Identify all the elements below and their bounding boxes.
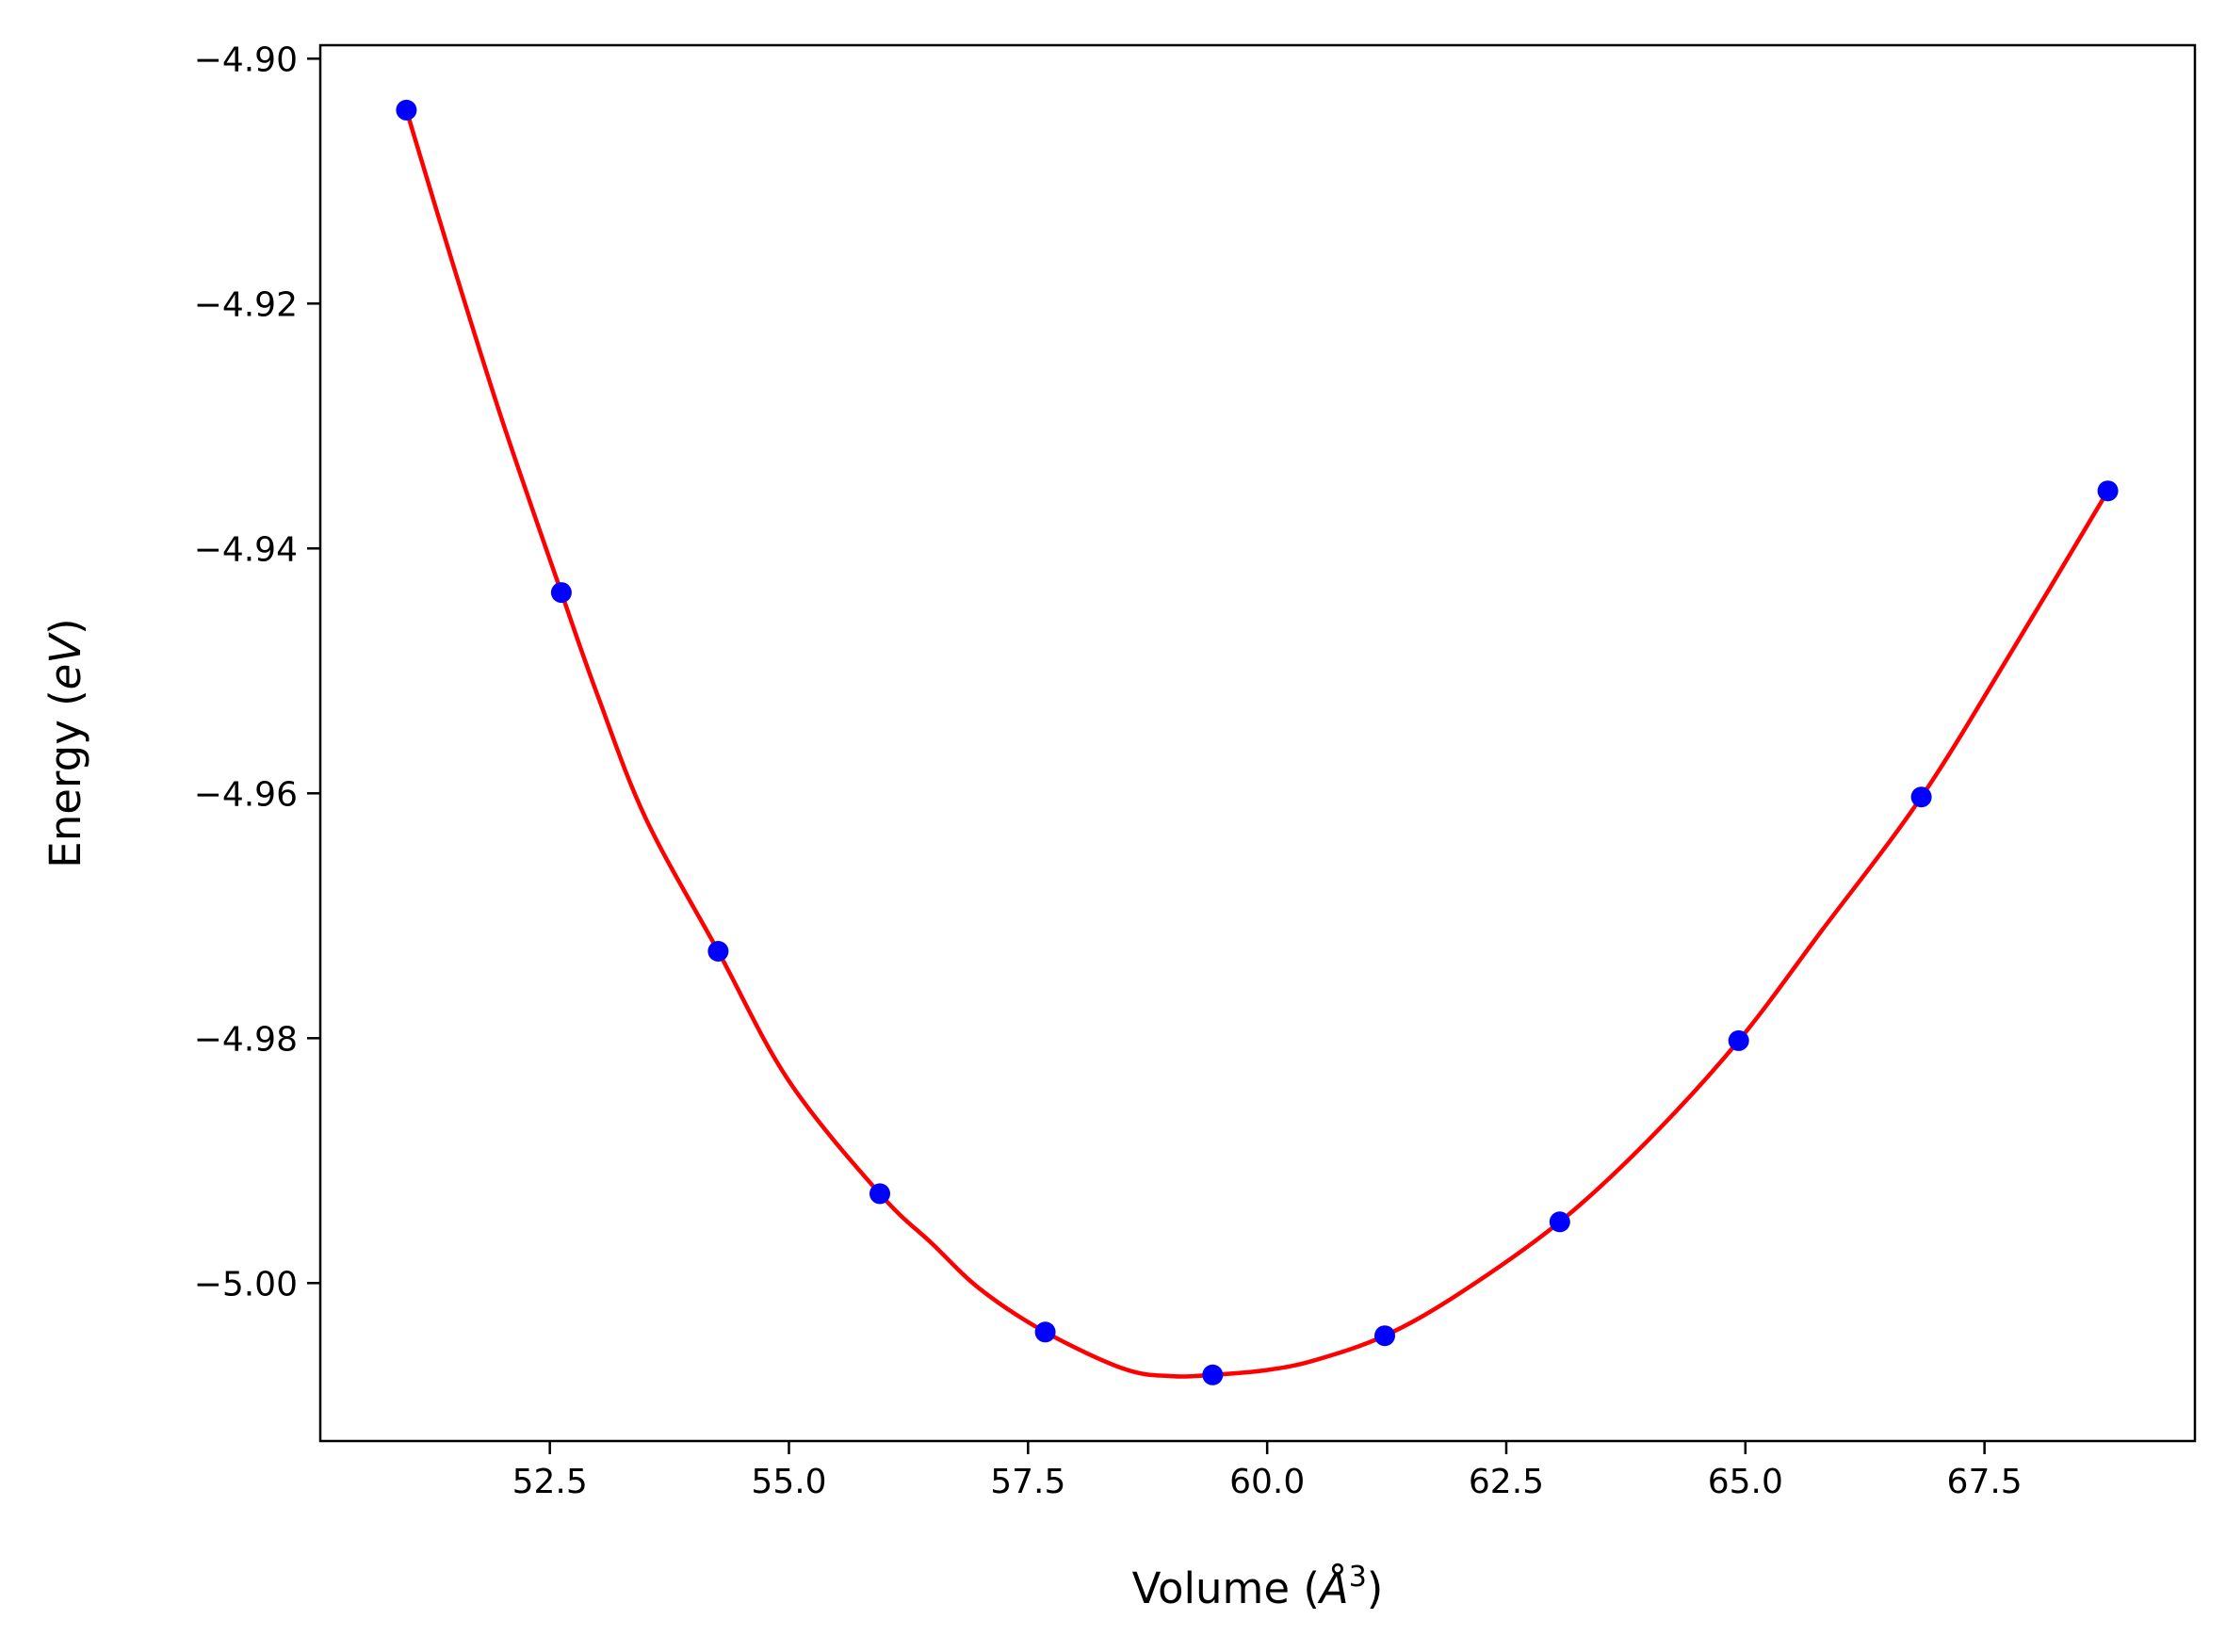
x-tick-label: 65.0 bbox=[1708, 1463, 1783, 1501]
x-tick-label: 62.5 bbox=[1469, 1463, 1544, 1501]
y-axis-label-close: ) bbox=[41, 618, 90, 635]
x-axis-label: Volume (Å3) bbox=[1132, 1561, 1384, 1613]
plot-area bbox=[396, 99, 2119, 1385]
data-point bbox=[396, 99, 417, 121]
y-axis-label-text: Energy ( bbox=[41, 689, 90, 867]
y-axis: −4.90 −4.92 −4.94 −4.96 −4.98 −5.00 bbox=[194, 40, 320, 1304]
x-tick-label: 60.0 bbox=[1229, 1463, 1305, 1501]
x-axis: 52.5 55.0 57.5 60.0 62.5 65.0 67.5 bbox=[512, 1441, 2023, 1501]
data-point bbox=[550, 582, 572, 604]
data-point bbox=[2097, 480, 2119, 502]
data-point bbox=[1202, 1364, 1224, 1385]
data-point bbox=[869, 1183, 890, 1205]
fit-curve bbox=[404, 109, 2110, 1379]
y-tick-label: −4.92 bbox=[194, 285, 298, 324]
x-axis-label-close: ) bbox=[1367, 1563, 1384, 1613]
y-tick-label: −4.98 bbox=[194, 1020, 298, 1059]
x-tick-label: 57.5 bbox=[990, 1463, 1065, 1501]
x-axis-label-unit: Å bbox=[1317, 1563, 1349, 1613]
y-tick-label: −4.96 bbox=[194, 775, 298, 814]
x-tick-label: 52.5 bbox=[512, 1463, 588, 1501]
y-tick-label: −4.94 bbox=[194, 530, 298, 569]
data-point bbox=[1374, 1325, 1395, 1347]
data-point bbox=[1549, 1211, 1570, 1233]
y-axis-label-unit: eV bbox=[41, 632, 90, 690]
x-tick-label: 55.0 bbox=[751, 1463, 826, 1501]
y-tick-label: −4.90 bbox=[194, 40, 298, 79]
x-axis-label-text: Volume ( bbox=[1132, 1563, 1320, 1613]
x-axis-label-exponent: 3 bbox=[1349, 1561, 1367, 1594]
data-point bbox=[707, 941, 729, 962]
data-point bbox=[1728, 1029, 1749, 1051]
data-point bbox=[1910, 786, 1932, 808]
plot-frame bbox=[318, 43, 2197, 1443]
y-tick-label: −5.00 bbox=[194, 1265, 298, 1304]
data-point bbox=[1034, 1321, 1056, 1343]
y-axis-label: Energy (eV) bbox=[41, 618, 90, 867]
x-tick-label: 67.5 bbox=[1947, 1463, 2023, 1501]
